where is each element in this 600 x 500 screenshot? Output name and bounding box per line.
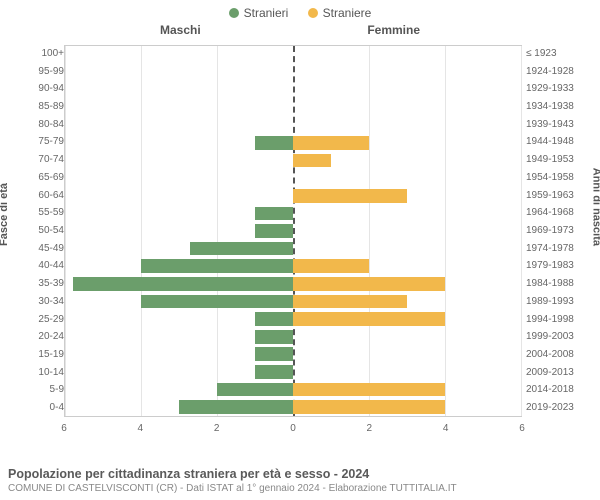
age-label: 70-74 — [8, 155, 64, 165]
age-label: 95-99 — [8, 67, 64, 77]
panel-title-female: Femmine — [367, 23, 420, 37]
gridline — [521, 46, 522, 416]
bar-male — [190, 242, 293, 256]
birth-label: 2009-2013 — [526, 368, 582, 378]
birth-label: 1979-1983 — [526, 261, 582, 271]
age-label: 10-14 — [8, 368, 64, 378]
birth-label: ≤ 1923 — [526, 49, 582, 59]
legend: Stranieri Straniere — [0, 0, 600, 23]
bar-male — [255, 330, 293, 344]
legend-item-female: Straniere — [308, 6, 372, 20]
panel-titles: Maschi Femmine — [0, 23, 600, 41]
birth-label: 2014-2018 — [526, 385, 582, 395]
birth-label: 1929-1933 — [526, 84, 582, 94]
x-tick-label: 4 — [443, 423, 449, 434]
age-label: 50-54 — [8, 226, 64, 236]
birth-label: 1964-1968 — [526, 208, 582, 218]
y-ticks-age: 100+ 95-99 90-94 85-89 80-84 75-79 70-74 65-69 6… — [8, 45, 64, 417]
birth-label: 1989-1993 — [526, 297, 582, 307]
bar-female — [293, 189, 407, 203]
legend-swatch-female — [308, 8, 318, 18]
x-tick-label: 6 — [61, 423, 67, 434]
gridline — [369, 46, 370, 416]
plot-area — [64, 45, 522, 417]
age-label: 45-49 — [8, 244, 64, 254]
bar-male — [255, 136, 293, 150]
birth-label: 1959-1963 — [526, 191, 582, 201]
bar-female — [293, 136, 369, 150]
chart-subtitle: COMUNE DI CASTELVISCONTI (CR) - Dati IST… — [8, 483, 592, 494]
age-label: 20-24 — [8, 332, 64, 342]
legend-item-male: Stranieri — [229, 6, 289, 20]
x-tick-label: 6 — [519, 423, 525, 434]
birth-label: 1974-1978 — [526, 244, 582, 254]
chart-title: Popolazione per cittadinanza straniera p… — [8, 467, 592, 481]
birth-label: 1924-1928 — [526, 67, 582, 77]
birth-label: 1969-1973 — [526, 226, 582, 236]
birth-label: 1954-1958 — [526, 173, 582, 183]
age-label: 15-19 — [8, 350, 64, 360]
bar-female — [293, 259, 369, 273]
age-label: 40-44 — [8, 261, 64, 271]
y-ticks-birth: ≤ 1923 1924-1928 1929-1933 1934-1938 1939-19… — [526, 45, 582, 417]
legend-label-male: Stranieri — [244, 6, 289, 20]
birth-label: 1949-1953 — [526, 155, 582, 165]
x-tick-label: 2 — [367, 423, 373, 434]
footer: Popolazione per cittadinanza straniera p… — [8, 467, 592, 494]
center-divider — [293, 46, 295, 416]
age-label: 90-94 — [8, 84, 64, 94]
bar-male — [255, 312, 293, 326]
bar-male — [255, 365, 293, 379]
panel-title-male: Maschi — [160, 23, 201, 37]
legend-label-female: Straniere — [323, 6, 372, 20]
chart: Fasce di età Anni di nascita 100+95-9990… — [0, 41, 600, 451]
bar-female — [293, 295, 407, 309]
bar-male — [179, 400, 293, 414]
age-label: 25-29 — [8, 315, 64, 325]
birth-label: 1984-1988 — [526, 279, 582, 289]
age-label: 55-59 — [8, 208, 64, 218]
age-label: 0-4 — [8, 403, 64, 413]
age-label: 100+ — [8, 49, 64, 59]
birth-label: 1999-2003 — [526, 332, 582, 342]
bar-female — [293, 154, 331, 168]
age-label: 85-89 — [8, 102, 64, 112]
bar-female — [293, 277, 445, 291]
bar-male — [141, 259, 293, 273]
bar-male — [255, 207, 293, 221]
bar-male — [255, 347, 293, 361]
bar-male — [255, 224, 293, 238]
x-tick-label: 0 — [290, 423, 296, 434]
birth-label: 2019-2023 — [526, 403, 582, 413]
gridline — [65, 46, 66, 416]
ylabel-birth: Anni di nascita — [590, 168, 600, 246]
bar-male — [217, 383, 293, 397]
gridline — [445, 46, 446, 416]
age-label: 30-34 — [8, 297, 64, 307]
bar-female — [293, 400, 445, 414]
age-label: 65-69 — [8, 173, 64, 183]
birth-label: 1944-1948 — [526, 137, 582, 147]
age-label: 5-9 — [8, 385, 64, 395]
age-label: 80-84 — [8, 120, 64, 130]
legend-swatch-male — [229, 8, 239, 18]
age-label: 60-64 — [8, 191, 64, 201]
bar-female — [293, 383, 445, 397]
age-label: 75-79 — [8, 137, 64, 147]
age-label: 35-39 — [8, 279, 64, 289]
x-ticks: 6 4 2 0 2 4 6 — [64, 423, 522, 437]
birth-label: 1994-1998 — [526, 315, 582, 325]
birth-label: 1934-1938 — [526, 102, 582, 112]
gridline — [141, 46, 142, 416]
birth-label: 1939-1943 — [526, 120, 582, 130]
gridline — [217, 46, 218, 416]
x-tick-label: 4 — [138, 423, 144, 434]
x-tick-label: 2 — [214, 423, 220, 434]
bar-male — [73, 277, 293, 291]
birth-label: 2004-2008 — [526, 350, 582, 360]
bar-male — [141, 295, 293, 309]
bar-female — [293, 312, 445, 326]
